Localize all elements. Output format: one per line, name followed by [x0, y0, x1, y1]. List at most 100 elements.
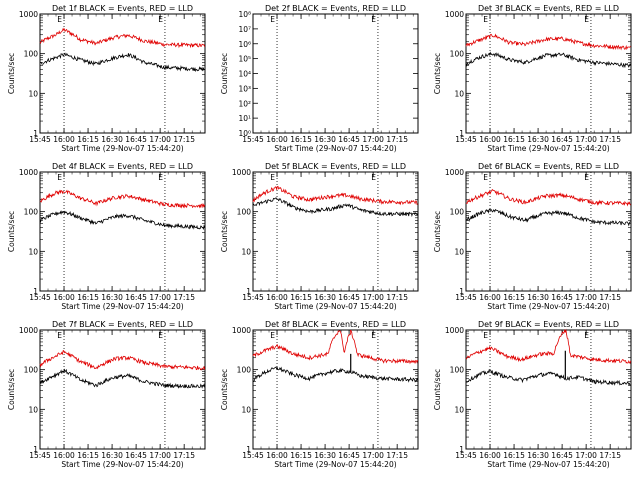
- y-axis-label: Counts/sec: [433, 369, 442, 410]
- y-tick-label: 10: [28, 405, 38, 414]
- y-tick-label: 1: [33, 129, 38, 138]
- x-tick-label: 17:00: [149, 293, 171, 302]
- lld-series-line: [252, 329, 419, 365]
- events-series-line: [39, 368, 206, 389]
- y-axis-label: Counts/sec: [7, 369, 16, 410]
- y-tick-label: 10⁷: [238, 25, 251, 34]
- x-tick-label: 16:45: [338, 451, 360, 460]
- x-tick-label: 16:15: [503, 451, 525, 460]
- x-axis-label: Start Time (29-Nov-07 15:44:20): [487, 144, 609, 153]
- x-tick-label: 15:45: [29, 451, 51, 460]
- x-tick-label: 17:15: [173, 293, 195, 302]
- x-tick-label: 16:30: [527, 293, 549, 302]
- x-tick-label: 15:45: [29, 293, 51, 302]
- panel-title: Det 3f BLACK = Events, RED = LLD: [478, 4, 619, 13]
- y-axis-label: Counts/sec: [220, 211, 229, 252]
- x-axis-label: Start Time (29-Nov-07 15:44:20): [61, 460, 183, 469]
- x-tick-label: 17:00: [362, 293, 384, 302]
- event-marker: E: [270, 15, 275, 24]
- plot-frame: [252, 171, 419, 292]
- x-tick-label: 17:00: [149, 135, 171, 144]
- panel-det-2: Det 2f BLACK = Events, RED = LLD 10⁰ 10¹ 10…: [220, 4, 419, 153]
- x-axis-label: Start Time (29-Nov-07 15:44:20): [487, 460, 609, 469]
- y-tick-label: 100: [450, 50, 465, 59]
- lld-series-line: [465, 328, 632, 364]
- event-marker: E: [584, 173, 589, 182]
- x-tick-label: 17:00: [575, 451, 597, 460]
- panel-det-1: Det 1f BLACK = Events, RED = LLD 1 10 100 10…: [7, 4, 206, 153]
- y-tick-label: 1000: [19, 168, 38, 177]
- event-marker: E: [158, 173, 163, 182]
- x-tick-label: 15:45: [242, 451, 264, 460]
- event-marker: E: [57, 173, 62, 182]
- event-marker: E: [270, 173, 275, 182]
- x-axis-label: Start Time (29-Nov-07 15:44:20): [487, 302, 609, 311]
- x-tick-label: 16:00: [266, 451, 288, 460]
- y-tick-label: 1: [246, 445, 251, 454]
- plot-frame: [39, 171, 206, 292]
- y-axis-label: Counts/sec: [220, 369, 229, 410]
- event-marker: E: [158, 15, 163, 24]
- x-tick-label: 15:45: [455, 135, 477, 144]
- panel-det-7: Det 7f BLACK = Events, RED = LLD 1 10 100 10…: [7, 320, 206, 469]
- y-tick-label: 10: [241, 405, 251, 414]
- x-tick-label: 16:00: [53, 135, 75, 144]
- y-tick-label: 1: [459, 445, 464, 454]
- event-marker: E: [483, 15, 488, 24]
- x-axis-label: Start Time (29-Nov-07 15:44:20): [61, 302, 183, 311]
- y-tick-label: 10: [241, 247, 251, 256]
- y-tick-label: 1000: [232, 326, 251, 335]
- y-axis-label: Counts/sec: [433, 211, 442, 252]
- x-tick-label: 17:15: [386, 135, 408, 144]
- plot-frame: [465, 329, 632, 450]
- x-tick-label: 16:45: [125, 293, 147, 302]
- y-tick-label: 10: [454, 89, 464, 98]
- y-tick-label: 100: [24, 50, 39, 59]
- y-tick-label: 100: [24, 366, 39, 375]
- y-tick-label: 1: [459, 287, 464, 296]
- x-tick-label: 17:00: [362, 451, 384, 460]
- y-tick-label: 1000: [445, 10, 464, 19]
- y-tick-label: 10: [454, 247, 464, 256]
- events-series-line: [465, 368, 631, 386]
- plot-frame: [252, 329, 419, 450]
- y-axis-label: Counts/sec: [220, 53, 229, 94]
- events-series-line: [39, 210, 206, 231]
- event-marker: E: [270, 331, 275, 340]
- x-tick-label: 16:00: [266, 135, 288, 144]
- x-tick-label: 17:00: [575, 293, 597, 302]
- x-tick-label: 16:00: [479, 451, 501, 460]
- x-tick-label: 17:15: [599, 451, 621, 460]
- y-tick-label: 10¹: [238, 114, 251, 123]
- x-tick-label: 16:30: [101, 451, 123, 460]
- panel-title: Det 2f BLACK = Events, RED = LLD: [265, 4, 406, 13]
- x-tick-label: 16:15: [290, 451, 312, 460]
- event-marker: E: [483, 173, 488, 182]
- y-axis-label: Counts/sec: [433, 53, 442, 94]
- plot-frame: [39, 329, 206, 450]
- y-tick-label: 10³: [238, 84, 251, 93]
- x-tick-label: 16:15: [290, 135, 312, 144]
- y-axis-label: Counts/sec: [7, 53, 16, 94]
- y-tick-label: 10⁰: [238, 129, 251, 138]
- events-series-line: [252, 197, 418, 218]
- panel-title: Det 8f BLACK = Events, RED = LLD: [265, 320, 406, 329]
- lld-series-line: [252, 185, 418, 206]
- y-tick-label: 10: [28, 247, 38, 256]
- events-series-line: [465, 208, 631, 227]
- x-tick-label: 16:45: [551, 293, 573, 302]
- y-tick-label: 10⁸: [238, 10, 251, 19]
- x-tick-label: 15:45: [242, 293, 264, 302]
- y-tick-label: 1: [459, 129, 464, 138]
- y-tick-label: 1000: [19, 326, 38, 335]
- y-tick-label: 1000: [19, 10, 38, 19]
- event-marker: E: [158, 331, 163, 340]
- x-tick-label: 17:15: [386, 293, 408, 302]
- panel-title: Det 7f BLACK = Events, RED = LLD: [52, 320, 193, 329]
- lld-series-line: [39, 350, 206, 371]
- panel-title: Det 5f BLACK = Events, RED = LLD: [265, 162, 406, 171]
- y-axis-label: Counts/sec: [7, 211, 16, 252]
- x-tick-label: 16:00: [479, 293, 501, 302]
- event-marker: E: [57, 331, 62, 340]
- event-marker: E: [584, 331, 589, 340]
